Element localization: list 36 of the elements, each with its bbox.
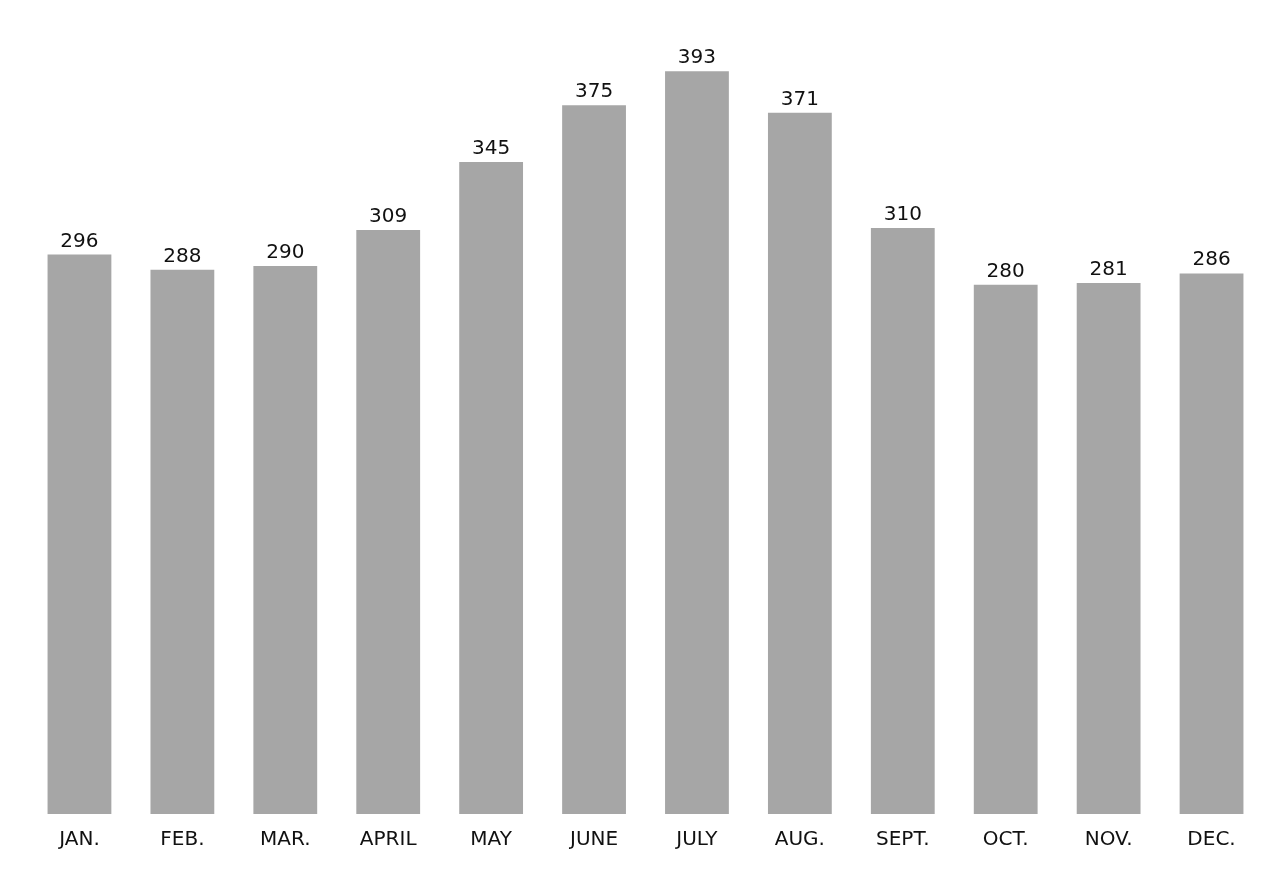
- data-label: 345: [472, 134, 511, 159]
- data-label: 393: [677, 44, 717, 69]
- x-tick-label: AUG.: [774, 826, 825, 850]
- bar: [665, 71, 729, 814]
- x-tick-label: JULY: [674, 826, 719, 850]
- data-label: 296: [60, 227, 99, 252]
- x-tick-label: FEB.: [160, 826, 205, 850]
- x-tick-label: SEPT.: [875, 826, 930, 850]
- bar: [47, 254, 112, 814]
- data-label: 375: [574, 78, 614, 103]
- x-tick-label: MAR.: [260, 826, 311, 850]
- bar: [150, 269, 215, 814]
- x-tick-label: OCT.: [982, 826, 1029, 850]
- x-tick-label: JUNE: [567, 826, 619, 850]
- bar: [253, 265, 318, 814]
- bar: [356, 229, 421, 814]
- bar: [562, 105, 626, 814]
- bar: [459, 161, 524, 814]
- bar: [1179, 273, 1244, 814]
- data-label: 310: [883, 201, 922, 226]
- data-label: 290: [266, 238, 305, 263]
- bar: [870, 228, 935, 814]
- x-tick-label: MAY: [470, 826, 513, 850]
- bar: [1076, 282, 1141, 814]
- data-label: 371: [780, 85, 819, 110]
- bar: [973, 284, 1038, 814]
- bar: [767, 112, 832, 814]
- data-label: 309: [369, 202, 408, 227]
- x-tick-label: JAN.: [57, 826, 100, 850]
- x-tick-label: DEC.: [1187, 826, 1236, 850]
- x-tick-label: NOV.: [1084, 826, 1133, 850]
- data-label: 280: [986, 257, 1025, 282]
- data-label: 286: [1192, 246, 1231, 271]
- data-label: 288: [163, 242, 202, 267]
- data-label: 281: [1089, 255, 1128, 280]
- x-tick-label: APRIL: [359, 826, 418, 850]
